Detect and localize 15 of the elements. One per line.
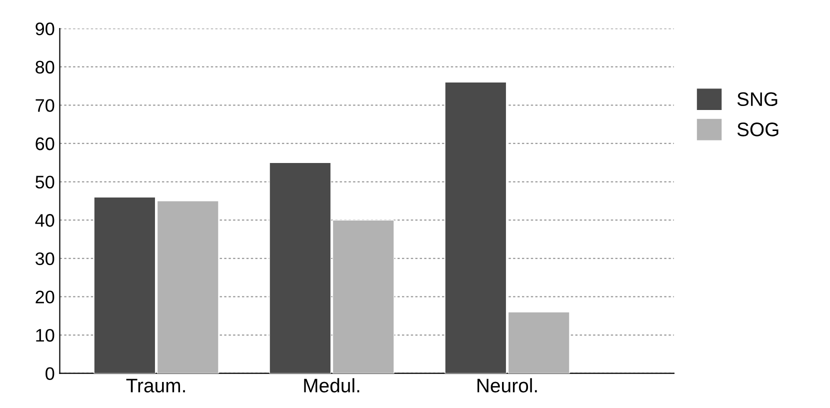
legend-label: SOG: [737, 122, 778, 136]
x-tick-label: Neurol.: [478, 378, 537, 392]
y-tick-label: 30: [36, 252, 54, 266]
x-tick-label: Traum.: [126, 378, 185, 392]
y-tick-label: 90: [36, 22, 54, 36]
y-tick-label: 20: [36, 290, 54, 304]
y-tick-label: 70: [36, 99, 54, 112]
y-tick-label: 0: [46, 367, 54, 380]
y-tick-label: 50: [36, 176, 54, 189]
y-tick-label: 80: [36, 60, 54, 74]
x-tick-label: Medul.: [304, 378, 360, 392]
y-tick-label: 40: [35, 214, 54, 227]
legend-label: SNG: [737, 92, 778, 106]
y-tick-label: 60: [36, 137, 54, 150]
y-tick-label: 10: [36, 328, 54, 342]
